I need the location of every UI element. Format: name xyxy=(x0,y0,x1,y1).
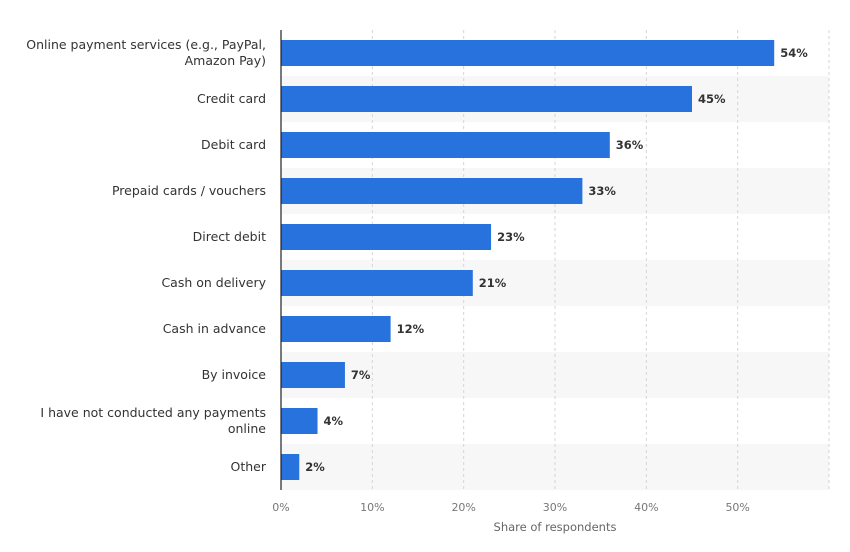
bar[interactable] xyxy=(281,86,692,112)
category-label: Prepaid cards / vouchers xyxy=(112,183,266,198)
category-label: Cash in advance xyxy=(163,321,267,336)
category-label: Online payment services (e.g., PayPal, Am… xyxy=(26,37,266,68)
category-label: Cash on delivery xyxy=(161,275,266,290)
bars xyxy=(281,40,775,480)
value-label: 7% xyxy=(351,368,371,382)
x-axis-ticks: 0% 10% 20% 30% 40% 50% xyxy=(272,501,750,514)
value-label: 54% xyxy=(780,46,808,60)
value-label: 23% xyxy=(497,230,525,244)
bar[interactable] xyxy=(281,270,473,296)
value-label: 33% xyxy=(588,184,616,198)
value-label: 4% xyxy=(324,414,344,428)
bar[interactable] xyxy=(281,132,610,158)
bar[interactable] xyxy=(281,362,345,388)
category-label: Debit card xyxy=(201,137,266,152)
x-tick-label: 50% xyxy=(725,501,749,514)
x-tick-label: 0% xyxy=(272,501,289,514)
value-label: 2% xyxy=(305,460,325,474)
x-axis-title: Share of respondents xyxy=(494,520,617,534)
bar[interactable] xyxy=(281,224,492,250)
x-tick-label: 10% xyxy=(360,501,384,514)
x-tick-label: 40% xyxy=(634,501,658,514)
category-label: Other xyxy=(231,459,267,474)
value-label: 45% xyxy=(698,92,726,106)
bar[interactable] xyxy=(281,40,775,66)
x-tick-label: 20% xyxy=(451,501,475,514)
bar[interactable] xyxy=(281,316,391,342)
category-label: By invoice xyxy=(202,367,267,382)
value-label: 36% xyxy=(616,138,644,152)
bar[interactable] xyxy=(281,408,318,434)
value-label: 21% xyxy=(479,276,507,290)
bar[interactable] xyxy=(281,178,583,204)
bar[interactable] xyxy=(281,454,300,480)
category-label: I have not conducted any payments online xyxy=(40,405,266,436)
x-tick-label: 30% xyxy=(543,501,567,514)
value-label: 12% xyxy=(397,322,425,336)
gridlines xyxy=(371,30,830,490)
category-labels: Online payment services (e.g., PayPal, Am… xyxy=(26,37,267,474)
value-labels: 54% 45% 36% 33% 23% 21% 12% 7% 4% 2% xyxy=(305,46,808,474)
category-label: Credit card xyxy=(197,91,266,106)
category-label: Direct debit xyxy=(193,229,266,244)
